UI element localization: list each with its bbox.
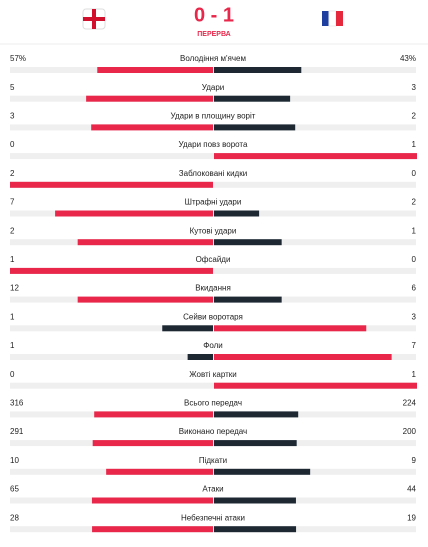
stat-label: Вкидання: [195, 284, 231, 293]
away-value: 3: [412, 312, 417, 321]
home-value: 316: [10, 399, 24, 408]
home-value: 1: [10, 341, 15, 350]
home-value: 0: [10, 140, 15, 149]
home-bar: [97, 67, 213, 73]
stat-label: Заблоковані кидки: [179, 169, 247, 178]
away-value: 3: [412, 83, 417, 92]
match-status: ПЕРЕРВА: [197, 31, 230, 38]
stat-label: Кутові удари: [190, 226, 237, 235]
away-value: 7: [412, 341, 417, 350]
stat-label: Жовті картки: [189, 370, 237, 379]
away-value: 43%: [400, 54, 416, 63]
away-value: 6: [412, 284, 417, 293]
home-bar: [91, 497, 213, 504]
home-value: 1: [10, 255, 15, 264]
stat-label: Сейви воротаря: [183, 312, 243, 321]
away-bar: [214, 67, 302, 73]
away-bar: [214, 239, 282, 246]
stat-label: Всього передач: [184, 399, 242, 408]
home-value: 0: [10, 370, 15, 379]
away-bar: [214, 440, 297, 447]
away-value: 0: [412, 169, 417, 178]
home-bar: [86, 95, 213, 102]
stat-label: Офсайди: [196, 255, 231, 264]
away-value: 200: [403, 427, 417, 436]
home-bar: [55, 210, 213, 217]
away-bar: [214, 210, 260, 217]
home-flag: [82, 8, 106, 30]
home-bar: [77, 296, 214, 303]
away-value: 2: [412, 112, 417, 121]
stat-label: Виконано передач: [179, 427, 247, 436]
home-bar: [77, 239, 214, 246]
away-value: 19: [407, 513, 416, 522]
away-value: 1: [412, 226, 417, 235]
home-value: 3: [10, 112, 15, 121]
home-bar: [10, 267, 213, 274]
home-value: 57%: [10, 54, 26, 63]
away-value: 2: [412, 198, 417, 207]
home-bar: [94, 411, 213, 418]
home-bar: [92, 526, 213, 533]
stat-label: Фоли: [203, 341, 223, 350]
stat-label: Удари: [202, 83, 225, 92]
stat-label: Атаки: [202, 485, 223, 494]
home-bar: [162, 325, 213, 332]
home-bar: [187, 354, 213, 360]
bar-track: [10, 153, 416, 160]
bar-track: [10, 382, 416, 389]
away-bar: [214, 325, 367, 332]
home-value: 28: [10, 513, 19, 522]
home-value: 10: [10, 456, 19, 465]
home-value: 5: [10, 83, 15, 92]
stat-label: Підкати: [199, 456, 227, 465]
home-bar: [91, 124, 213, 131]
stat-label: Удари повз ворота: [179, 140, 248, 149]
away-bar: [214, 95, 291, 102]
home-value: 12: [10, 284, 19, 293]
home-value: 1: [10, 312, 15, 321]
away-value: 0: [412, 255, 417, 264]
home-value: 7: [10, 198, 15, 207]
home-bar: [106, 468, 213, 475]
away-value: 1: [412, 140, 417, 149]
stat-label: Володіння м'ячем: [180, 54, 246, 63]
home-bar: [10, 181, 213, 188]
away-bar: [214, 468, 311, 475]
home-value: 2: [10, 169, 15, 178]
away-value: 44: [407, 485, 416, 494]
stat-label: Небезпечні атаки: [181, 513, 245, 522]
away-flag: [322, 10, 343, 27]
away-value: 1: [412, 370, 417, 379]
stat-label: Штрафні удари: [185, 198, 242, 207]
away-bar: [214, 124, 296, 131]
stat-label: Удари в площину воріт: [171, 112, 256, 121]
away-value: 9: [412, 456, 417, 465]
home-bar: [92, 440, 213, 447]
away-bar: [214, 382, 417, 389]
away-bar: [214, 497, 296, 504]
score: 0 - 1: [194, 4, 234, 26]
away-bar: [214, 526, 297, 533]
home-value: 65: [10, 485, 19, 494]
away-bar: [214, 296, 282, 303]
home-value: 291: [10, 427, 24, 436]
away-bar: [214, 354, 392, 360]
away-value: 224: [403, 399, 417, 408]
away-bar: [214, 153, 417, 160]
home-value: 2: [10, 226, 15, 235]
away-bar: [214, 411, 299, 418]
